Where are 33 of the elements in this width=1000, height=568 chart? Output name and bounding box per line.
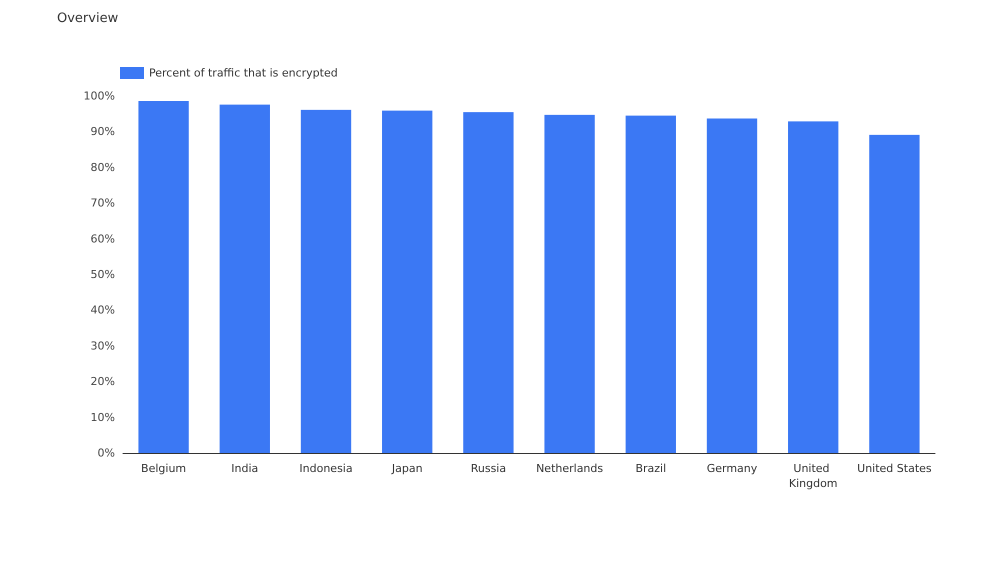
bar [463,112,514,453]
x-tick-label: Netherlands [536,462,604,475]
x-tick-label: India [231,462,258,475]
bar [788,121,838,453]
y-tick-label: 100% [84,90,115,102]
y-tick-label: 80% [90,160,115,174]
y-tick-label: 40% [90,304,115,317]
y-tick-label: 60% [90,232,115,246]
bar [626,116,676,453]
bar [869,134,920,453]
x-tick-label: Indonesia [299,462,353,475]
y-tick-label: 20% [90,375,115,388]
bar [300,110,352,453]
x-tick-label: United Kingdom [788,462,838,490]
bar [544,114,595,453]
y-tick-label: 70% [90,196,115,210]
y-tick-label: 90% [90,125,115,138]
bar [138,101,189,453]
y-tick-label: 30% [90,339,115,352]
bar [220,104,270,453]
bar [382,110,432,453]
x-tick-label: Belgium [141,462,186,475]
y-tick-label: 0% [98,446,115,460]
legend-label: Percent of traffic that is encrypted [149,66,338,80]
x-tick-label: Brazil [635,462,666,475]
x-tick-label: United States [857,462,932,475]
y-tick-label: 50% [90,268,115,281]
x-tick-label: Japan [390,462,423,475]
chart-title: Overview [57,11,119,26]
x-tick-label: Germany [706,462,758,475]
y-tick-label: 10% [90,410,115,424]
x-tick-label: Russia [470,462,506,475]
bar [706,118,758,453]
